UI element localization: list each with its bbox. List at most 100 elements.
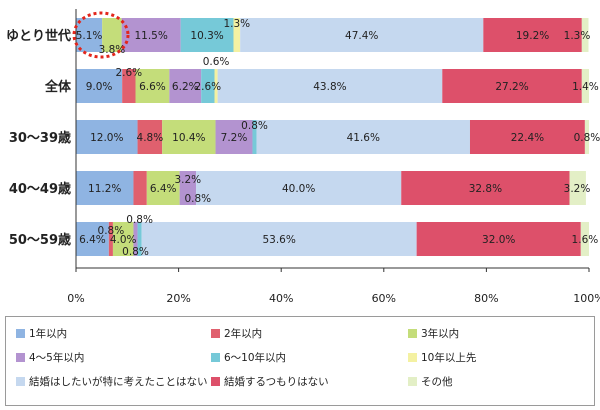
bar-segment — [141, 222, 417, 256]
bar-segment — [580, 222, 589, 256]
data-label: 40.0% — [282, 183, 315, 195]
bar-segment — [102, 18, 122, 52]
data-label: 2.6% — [115, 67, 142, 79]
bar-segment — [121, 18, 181, 52]
bar-segment — [215, 120, 253, 154]
bar-segment — [401, 171, 570, 205]
legend-swatch — [408, 353, 417, 362]
data-label: 0.6% — [203, 56, 230, 68]
legend-swatch — [16, 353, 25, 362]
legend-label: 6～10年以内 — [224, 352, 287, 364]
category-label: 全体 — [44, 79, 72, 95]
bar-segment — [169, 69, 202, 103]
bar-segment — [201, 69, 215, 103]
bar-segment — [584, 120, 589, 154]
x-tick-label: 40% — [269, 292, 293, 305]
data-label: 19.2% — [516, 30, 549, 42]
legend-label: その他 — [421, 376, 453, 388]
legend-label: 3年以内 — [421, 328, 460, 340]
data-label: 1.4% — [572, 81, 599, 93]
data-label: 3.2% — [564, 183, 591, 195]
legend-swatch — [408, 329, 417, 338]
data-label: 10.3% — [190, 30, 223, 42]
bar-segment — [469, 120, 585, 154]
data-label: 32.0% — [482, 234, 515, 246]
data-label: 6.6% — [139, 81, 166, 93]
bar-segment — [137, 120, 163, 154]
bar-segment — [137, 222, 142, 256]
data-label: 53.6% — [262, 234, 295, 246]
data-label: 7.2% — [221, 132, 248, 144]
data-label: 47.4% — [345, 30, 378, 42]
data-label: 6.4% — [79, 234, 106, 246]
bar-segment — [162, 120, 216, 154]
category-label: 30～39歳 — [9, 130, 71, 146]
legend-label: 10年以上先 — [421, 352, 477, 364]
legend-swatch — [211, 377, 220, 386]
bar-segment — [581, 18, 589, 52]
legend-item: 10年以上先 — [408, 350, 476, 365]
data-label: 0.8% — [122, 246, 149, 258]
bar-segment — [133, 222, 138, 256]
bar-segment — [581, 69, 589, 103]
legend-label: 4～5年以内 — [29, 352, 85, 364]
legend-swatch — [211, 329, 220, 338]
bar-segment — [256, 120, 470, 154]
bar-segment — [569, 171, 586, 205]
legend-item: 3年以内 — [408, 326, 459, 341]
data-label: 2.6% — [194, 81, 221, 93]
data-label: 0.8% — [574, 132, 600, 144]
x-tick-label: 20% — [166, 292, 190, 305]
legend-label: 結婚するつもりはない — [224, 376, 329, 388]
data-label: 9.0% — [86, 81, 113, 93]
legend-item: 6～10年以内 — [211, 350, 286, 365]
bar-segment — [76, 120, 138, 154]
bar-segment — [217, 69, 443, 103]
legend-item: 結婚するつもりはない — [211, 374, 329, 389]
bar-segment — [76, 171, 134, 205]
legend-item: 4～5年以内 — [16, 350, 84, 365]
legend-item: 1年以内 — [16, 326, 67, 341]
legend-label: 結婚はしたいが特に考えたことはない — [29, 376, 208, 388]
data-label: 32.8% — [469, 183, 502, 195]
highlight-circle — [72, 11, 130, 59]
data-label: 6.2% — [172, 81, 199, 93]
legend: 1年以内 2年以内 3年以内 4～5年以内 6～10年以内 10年以上先結婚はしたいが特に… — [5, 316, 595, 406]
legend-label: 1年以内 — [29, 328, 68, 340]
x-tick-label: 80% — [474, 292, 498, 305]
data-label: 0.8% — [98, 225, 125, 237]
category-label: 40～49歳 — [9, 181, 71, 197]
legend-swatch — [408, 377, 417, 386]
bar-segment — [240, 18, 484, 52]
data-label: 11.5% — [134, 30, 167, 42]
bar-segment — [483, 18, 582, 52]
legend-swatch — [16, 329, 25, 338]
bar-segment — [214, 69, 218, 103]
legend-item: 2年以内 — [211, 326, 262, 341]
data-label: 1.3% — [223, 18, 250, 30]
category-label: ゆとり世代 — [6, 28, 71, 44]
bar-segment — [108, 222, 113, 256]
data-label: 22.4% — [511, 132, 544, 144]
data-label: 43.8% — [313, 81, 346, 93]
bar-segment — [179, 171, 197, 205]
legend-swatch — [211, 353, 220, 362]
data-label: 10.4% — [172, 132, 205, 144]
data-label: 41.6% — [347, 132, 380, 144]
data-label: 1.6% — [572, 234, 599, 246]
bar-segment — [133, 171, 147, 205]
bar-segment — [76, 69, 123, 103]
data-label: 5.1% — [76, 30, 103, 42]
data-label: 11.2% — [88, 183, 121, 195]
data-label: 12.0% — [90, 132, 123, 144]
data-label: 0.8% — [126, 214, 153, 226]
bar-segment — [76, 18, 103, 52]
bar-segment — [196, 171, 402, 205]
data-label: 4.8% — [137, 132, 164, 144]
bar-segment — [252, 120, 257, 154]
x-tick-label: 100% — [573, 292, 600, 305]
data-label: 0.8% — [184, 193, 211, 205]
bar-segment — [146, 171, 180, 205]
